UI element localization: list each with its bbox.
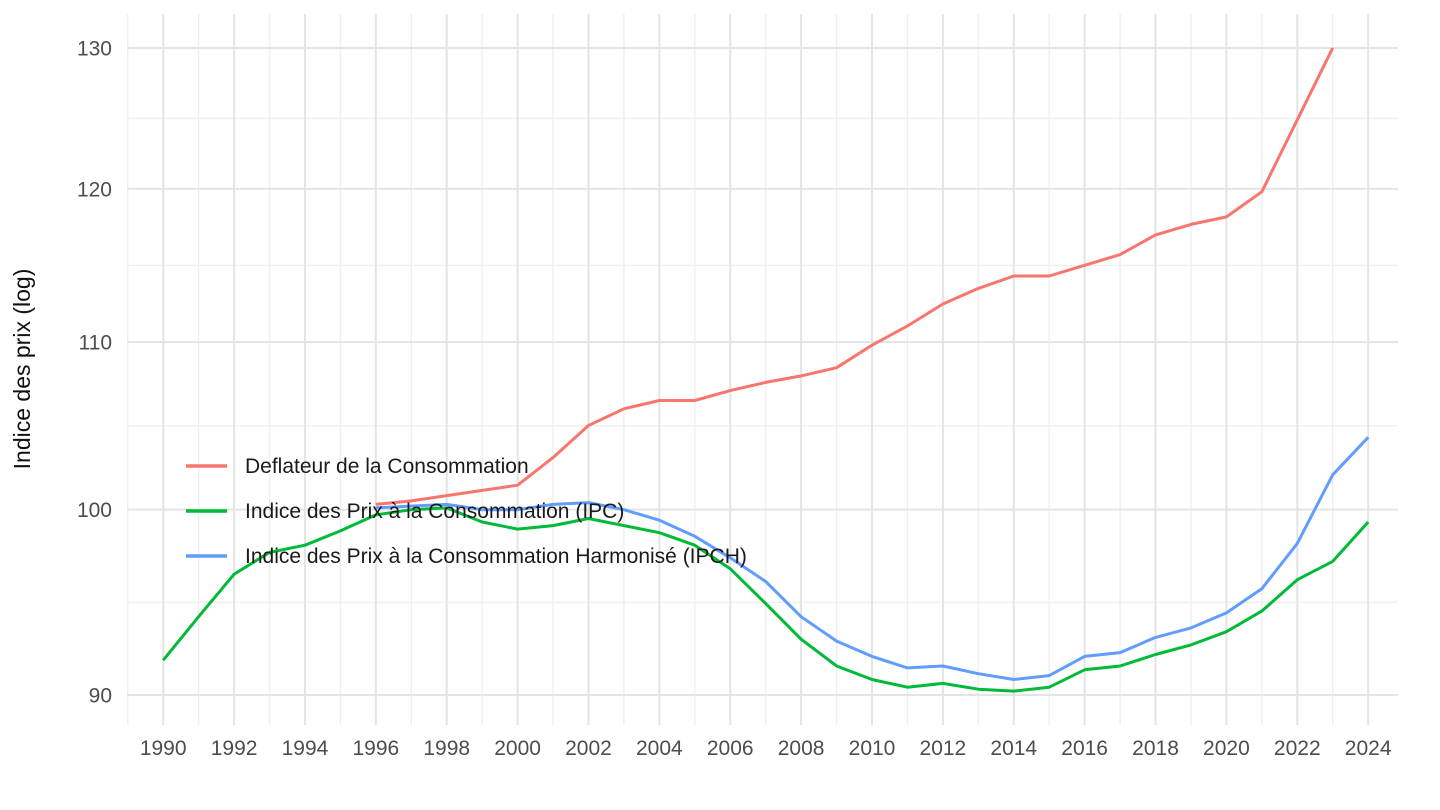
x-tick-label: 2024 [1345, 737, 1392, 760]
legend: Deflateur de la Consommation Indice des P… [186, 455, 747, 568]
x-tick-label: 2016 [1061, 737, 1108, 760]
legend-item-ipc: Indice des Prix à la Consommation (IPC) [186, 500, 624, 523]
legend-item-label: Indice des Prix à la Consommation (IPC) [245, 500, 624, 523]
x-tick-label: 1990 [140, 737, 187, 760]
x-tick-label: 2018 [1132, 737, 1179, 760]
series-line-deflateur [375, 47, 1335, 506]
y-tick-label: 120 [77, 178, 112, 201]
x-tick-label: 2020 [1203, 737, 1250, 760]
grid-minor-lines [127, 14, 1398, 725]
x-tick-label: 2022 [1274, 737, 1321, 760]
y-axis-tick-labels: 90 100 110 120 130 [77, 38, 112, 708]
y-axis-title: Indice des prix (log) [9, 269, 35, 470]
x-tick-label: 1994 [282, 737, 329, 760]
legend-item-label: Indice des Prix à la Consommation Harmon… [245, 545, 747, 568]
x-tick-label: 2012 [920, 737, 967, 760]
y-tick-label: 130 [77, 38, 112, 61]
x-tick-label: 2010 [849, 737, 896, 760]
legend-item-label: Deflateur de la Consommation [245, 455, 529, 478]
y-tick-label: 100 [77, 499, 112, 522]
y-tick-label: 90 [89, 685, 112, 708]
legend-item-deflateur: Deflateur de la Consommation [186, 455, 529, 478]
x-tick-label: 1998 [423, 737, 470, 760]
series-line-ipch [375, 436, 1370, 681]
series-lines [162, 47, 1370, 693]
x-tick-label: 1996 [352, 737, 399, 760]
x-axis-tick-labels: 1990 1992 1994 1996 1998 2000 2002 2004 2006 2008… [140, 737, 1392, 760]
series-line-ipc [162, 506, 1370, 693]
x-tick-label: 2002 [565, 737, 612, 760]
grid-major-lines [127, 14, 1398, 725]
legend-item-ipch: Indice des Prix à la Consommation Harmon… [186, 545, 747, 568]
x-tick-label: 2006 [707, 737, 754, 760]
x-tick-label: 2008 [778, 737, 825, 760]
x-tick-label: 1992 [211, 737, 258, 760]
x-tick-label: 2000 [494, 737, 541, 760]
x-tick-label: 2014 [990, 737, 1037, 760]
x-tick-label: 2004 [636, 737, 683, 760]
y-tick-label: 110 [79, 331, 112, 354]
